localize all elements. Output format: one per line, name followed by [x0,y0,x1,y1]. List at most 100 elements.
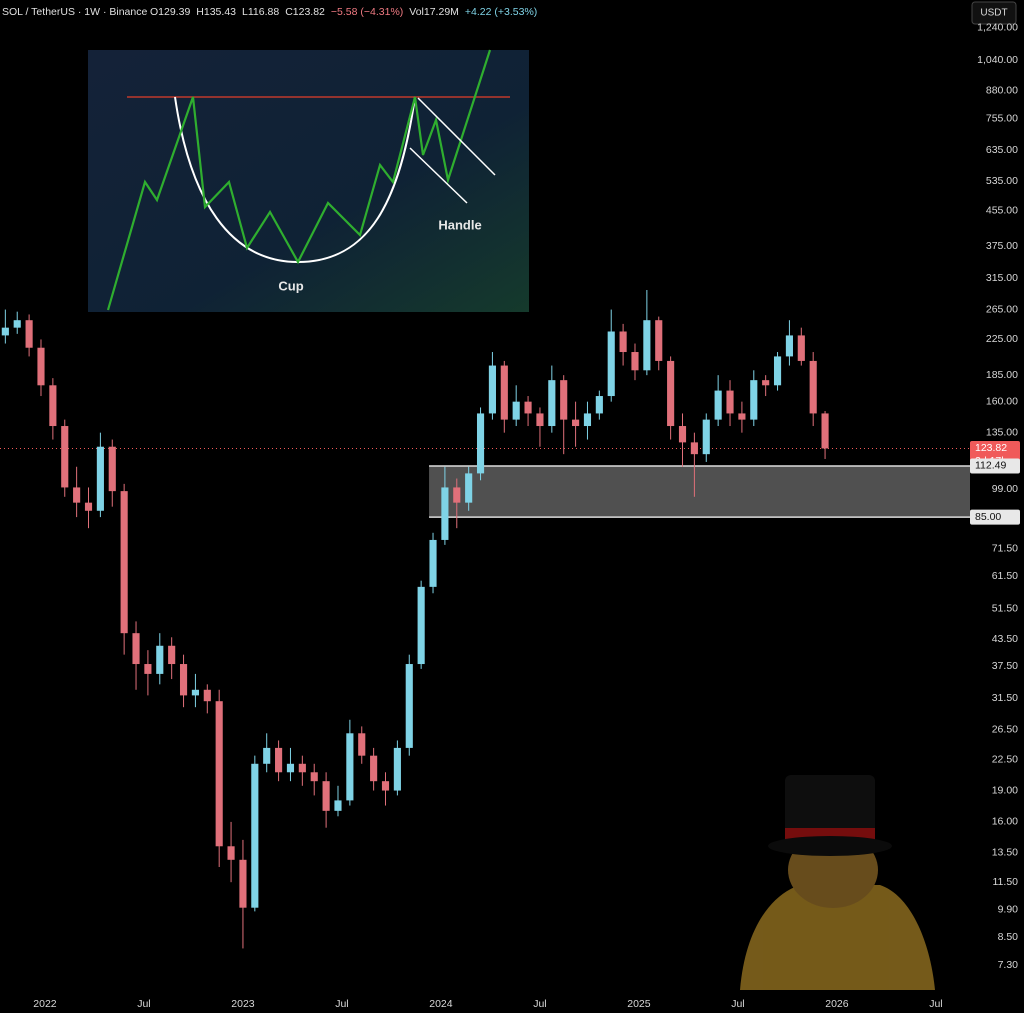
candle-body [821,413,829,449]
y-tick-label: 11.50 [993,876,1019,888]
volume-value: +4.22 (+3.53%) [465,6,537,18]
candle-body [393,747,401,791]
candle-body [441,487,449,540]
candle-body [595,396,603,414]
y-tick-label: 635.00 [986,144,1018,156]
candle-body [405,664,413,748]
y-tick-label: 26.50 [992,724,1018,736]
y-tick-label: 99.00 [992,483,1018,495]
candle-body [512,401,520,420]
candle-body [655,320,663,361]
candle-body [631,352,639,371]
candle-body [750,380,758,420]
y-tick-label: 22.50 [992,753,1018,765]
inset-diagram: Cup Handle [88,49,529,312]
candle-body [548,380,556,427]
price-label: 123.82 [975,442,1007,454]
x-tick-label: Jul [731,998,744,1010]
plot-area [0,289,970,949]
price-label-box [970,509,1020,525]
y-tick-label: 755.00 [986,112,1018,124]
candle-body [144,664,152,674]
y-tick-label: 160.00 [986,395,1018,407]
inset-label: Handle [438,217,481,232]
candle-body [96,446,104,511]
x-tick-label: Jul [137,998,150,1010]
y-tick-label: 9.90 [998,903,1019,915]
mascot-brim [768,836,892,856]
candle-body [702,419,710,455]
y-tick-label: 880.00 [986,84,1018,96]
y-tick-label: 265.00 [986,303,1018,315]
candle-body [191,689,199,696]
candle-body [429,539,437,587]
candle-body [73,487,81,503]
candle-body [370,755,378,782]
candle-body [251,763,259,908]
x-tick-label: Jul [533,998,546,1010]
y-tick-label: 375.00 [986,240,1018,252]
candle-body [643,320,651,371]
support-zone [429,465,970,518]
y-tick-label: 7.30 [998,959,1019,971]
y-tick-label: 37.50 [992,660,1018,672]
ohlc-value: −5.58 (−4.31%) [331,6,403,18]
ohlc-value: C123.82 [285,6,325,18]
candle-body [809,360,817,414]
x-tick-label: Jul [335,998,348,1010]
price-label: 85.00 [975,511,1001,523]
price-path [106,49,492,311]
currency-button[interactable] [971,1,1017,25]
candle-body [465,473,473,503]
inset-background [88,50,529,312]
candle-body [560,380,568,420]
x-tick-label: 2025 [627,998,651,1010]
candle-body [524,401,532,414]
y-tick-label: 16.00 [992,816,1018,828]
candle-body [476,413,485,474]
candle-body [358,733,366,756]
candle-body [84,502,93,511]
candle-body [690,442,698,455]
candle-body [37,347,45,386]
handle-line [409,147,468,204]
candle-body [215,701,223,847]
ohlc-value: L116.88 [242,6,279,18]
y-tick-label: 185.00 [986,369,1018,381]
candle-body [61,426,69,488]
y-tick-label: 19.00 [992,784,1018,796]
candle-body [607,331,615,397]
candle-body [453,487,461,503]
y-tick-label: 135.00 [986,426,1018,438]
candle-body [322,781,330,811]
symbol-title: SOL / TetherUS · 1W · Binance [2,6,147,18]
candle-body [346,733,354,801]
candle-body [572,419,580,427]
candle-body [678,426,687,443]
y-tick-label: 43.50 [992,633,1018,645]
currency-button-label[interactable]: USDT [980,8,1007,19]
candle-body [619,331,627,353]
mascot-hat [785,775,875,845]
y-tick-label: 71.50 [992,542,1018,554]
candle-body [1,327,9,336]
y-tick-label: 225.00 [986,333,1018,345]
price-label-box [970,458,1020,474]
y-tick-label: 1,240.00 [977,22,1018,34]
candle-body [275,747,283,773]
ohlc-value: H135.43 [196,6,236,18]
x-tick-label: 2024 [429,998,453,1010]
inset-label: Cup [278,278,303,293]
ohlc-value: O129.39 [150,6,190,18]
candle-body [738,413,746,420]
candle-body [179,664,188,696]
candle-body [785,335,793,357]
y-tick-label: 31.50 [992,692,1018,704]
candle-body [667,360,675,427]
header-values: O129.39 H135.43 L116.88 C123.82 −5.58 (−4.31… [150,6,537,18]
candle-body [49,385,57,427]
y-tick-label: 61.50 [992,570,1018,582]
candle-body [227,846,235,860]
candle-body [286,763,295,773]
